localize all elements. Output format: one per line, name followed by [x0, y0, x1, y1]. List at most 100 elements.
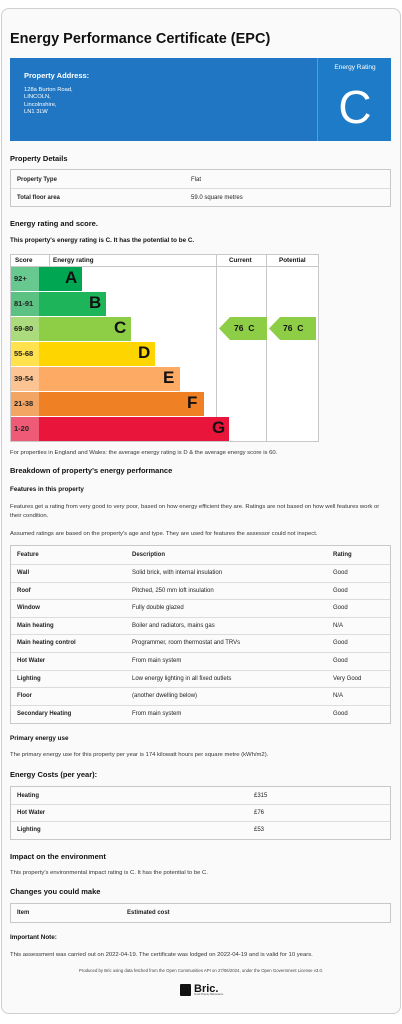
- energy-rating-heading: Energy rating and score.: [10, 219, 98, 228]
- address-label: Property Address:: [24, 71, 90, 80]
- feature-rating: N/A: [333, 693, 344, 700]
- footer-note: Produced by Bric using data fetched from…: [78, 968, 324, 973]
- features-subheading: Features in this property: [10, 486, 84, 493]
- property-type-label: Property Type: [17, 177, 57, 183]
- rating-column-header: Rating: [333, 552, 352, 558]
- feature-description: From main system: [132, 710, 182, 717]
- changes-table: Item Estimated cost: [10, 903, 391, 923]
- changes-heading: Changes you could make: [10, 887, 101, 896]
- row-divider: [11, 599, 390, 601]
- feature-rating: Good: [333, 640, 348, 647]
- band-score: 1-20: [11, 417, 39, 441]
- column-divider: [216, 255, 217, 441]
- energy-costs-table: Heating £315 Hot Water £76 Lighting £53: [10, 786, 391, 840]
- breakdown-heading: Breakdown of property's energy performan…: [10, 466, 173, 475]
- row-divider: [11, 188, 390, 189]
- feature-rating: Good: [333, 710, 348, 717]
- band-divider: [11, 291, 49, 292]
- feature-rating: Good: [333, 605, 348, 612]
- feature-column-header: Feature: [17, 552, 39, 558]
- feature-description: (another dwelling below): [132, 693, 198, 700]
- arrow-shape: [219, 317, 267, 340]
- feature-rating: Good: [333, 570, 348, 576]
- page-title: Energy Performance Certificate (EPC): [10, 31, 271, 47]
- current-letter: C: [248, 323, 255, 333]
- floor-area-value: 59.0 square metres: [191, 195, 243, 201]
- property-details-table: Property Type Flat Total floor area 59.0…: [10, 169, 391, 207]
- lighting-cost-label: Lighting: [17, 827, 41, 833]
- feature-description: Fully double glazed: [132, 605, 184, 612]
- lighting-cost-value: £53: [254, 827, 265, 833]
- band-letter: B: [89, 293, 102, 312]
- current-score: 76: [234, 323, 244, 333]
- energy-rating-statement: This property's energy rating is C. It h…: [10, 237, 195, 244]
- address-line: LINCOLN,: [24, 94, 51, 101]
- band-divider: [11, 366, 49, 367]
- address-line: Lincolnshire,: [24, 101, 57, 108]
- column-divider: [49, 255, 50, 267]
- hot-water-cost-value: £76: [254, 810, 265, 816]
- arrow-shape: [269, 317, 316, 340]
- current-rating-arrow: 76 C: [219, 317, 267, 340]
- property-details-heading: Property Details: [10, 154, 68, 163]
- band-letter: C: [114, 318, 127, 337]
- rating-band-d: 55-68 D: [11, 342, 155, 366]
- address-line: LN1 3LW: [24, 108, 48, 115]
- assumed-ratings-note: Assumed ratings are based on the propert…: [10, 531, 318, 537]
- important-note-text: This assessment was carried out on 2022-…: [10, 952, 313, 958]
- bric-logo: Bric. Smart Property Maintenance: [180, 983, 224, 997]
- rating-band-f: 21-38 F: [11, 392, 204, 416]
- property-type-value: Flat: [191, 177, 202, 183]
- band-divider: [11, 341, 49, 342]
- epc-rating-chart: Score Energy rating Current Potential 92…: [10, 254, 319, 442]
- feature-description: Low energy lighting in all fixed outlets: [132, 675, 232, 682]
- address-line: 128a Burton Road,: [24, 87, 73, 93]
- feature-feature: Wall: [17, 570, 30, 576]
- band-score: 81-91: [11, 292, 39, 316]
- row-divider: [11, 804, 390, 805]
- energy-costs-heading: Energy Costs (per year):: [10, 770, 98, 779]
- row-divider: [11, 669, 390, 671]
- feature-feature: Window: [17, 605, 40, 612]
- band-letter: A: [65, 268, 78, 287]
- energy-rating-letter: C: [338, 81, 372, 133]
- feature-rating: Good: [333, 658, 348, 664]
- feature-description: Pitched, 250 mm loft insulation: [132, 587, 214, 594]
- band-letter: E: [163, 368, 175, 387]
- band-score: 21-38: [11, 392, 39, 416]
- floor-area-label: Total floor area: [17, 195, 60, 201]
- band-score: 69-80: [11, 317, 39, 341]
- environment-text: This property's environmental impact rat…: [10, 870, 208, 876]
- bric-logo-mark: [180, 984, 191, 996]
- row-divider: [11, 634, 390, 636]
- band-score: 55-68: [11, 342, 39, 366]
- current-column-header: Current: [229, 257, 252, 264]
- feature-feature: Floor: [17, 693, 32, 700]
- feature-description: Solid brick, with internal insulation: [132, 570, 223, 576]
- primary-energy-heading: Primary energy use: [10, 735, 69, 742]
- row-divider: [11, 564, 390, 565]
- bric-logo-text: Bric.: [194, 983, 219, 995]
- feature-description: From main system: [132, 658, 182, 664]
- bric-logo-tagline: Smart Property Maintenance: [194, 994, 224, 996]
- important-note-heading: Important Note:: [10, 934, 57, 941]
- energy-rating-label: Energy Rating: [334, 64, 376, 71]
- band-letter: G: [212, 418, 226, 437]
- feature-rating: Good: [333, 587, 348, 594]
- rating-column-header: Energy rating: [53, 257, 94, 264]
- potential-letter: C: [297, 323, 304, 333]
- hot-water-cost-label: Hot Water: [17, 810, 46, 816]
- potential-rating-text: 76 C: [283, 323, 303, 333]
- address-banner: Property Address: 128a Burton Road, LINC…: [10, 58, 391, 141]
- feature-feature: Secondary Heating: [17, 710, 72, 717]
- feature-feature: Main heating control: [17, 640, 76, 647]
- features-table: Feature Description Rating Wall Solid bri…: [10, 545, 391, 724]
- address-panel: Property Address: 128a Burton Road, LINC…: [10, 58, 317, 141]
- row-divider: [11, 821, 390, 822]
- features-intro: Features get a rating from very good to …: [10, 504, 380, 519]
- item-column-header: Item: [17, 910, 30, 916]
- row-divider: [11, 687, 390, 689]
- heating-cost-value: £315: [254, 793, 268, 799]
- feature-rating: N/A: [333, 622, 344, 629]
- rating-band-g: 1-20 G: [11, 417, 229, 441]
